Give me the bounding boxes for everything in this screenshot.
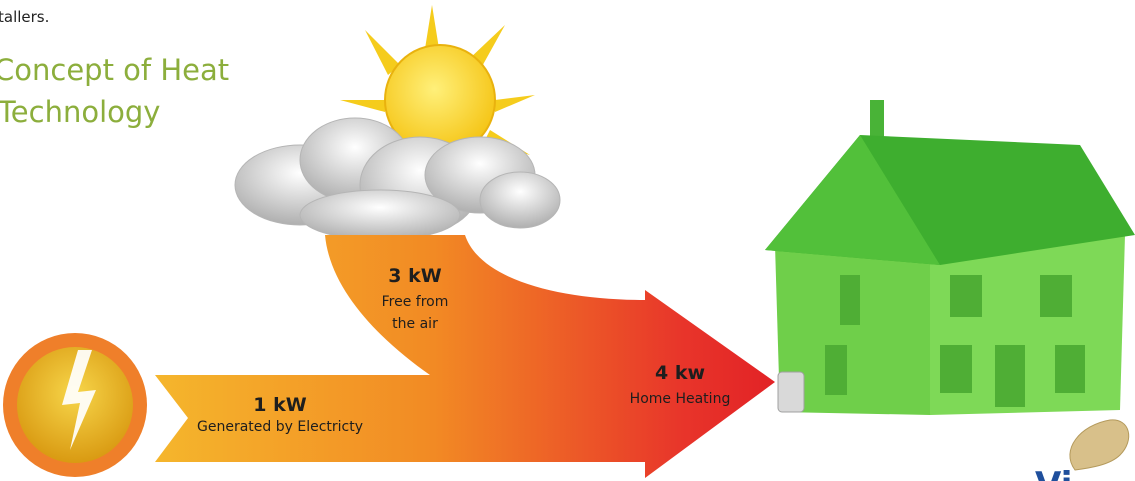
electricity-text: Generated by Electricty xyxy=(197,419,363,435)
air-text: the air xyxy=(392,316,438,332)
air-text: Free from xyxy=(382,294,449,310)
air-amount: 3 kW xyxy=(388,265,441,287)
intro-fragment: tallers. xyxy=(0,8,49,26)
page-body: {"header": {"intro_fragment": "tallers."… xyxy=(0,0,1135,481)
logo: Vi xyxy=(1035,420,1129,481)
sun-ray xyxy=(340,100,385,112)
logo-text: Vi xyxy=(1035,465,1072,481)
logo-emblem xyxy=(1070,420,1129,470)
output-text: Home Heating xyxy=(630,391,731,407)
heat-arrow xyxy=(155,235,775,478)
sun-ray xyxy=(495,95,535,112)
cloud xyxy=(235,118,560,240)
chimney xyxy=(870,100,884,138)
house xyxy=(765,100,1135,415)
page: Heat pump concept html, body { margin: 0… xyxy=(0,0,1135,481)
electricity-icon xyxy=(3,333,147,477)
title-line: Technology xyxy=(0,95,160,129)
output-amount: 4 kw xyxy=(655,362,705,384)
diagram: tallers. Concept of Heat Technology xyxy=(0,0,1135,481)
title-line: Concept of Heat xyxy=(0,53,229,87)
heat-pump-unit xyxy=(778,372,804,412)
electricity-amount: 1 kW xyxy=(253,394,306,416)
